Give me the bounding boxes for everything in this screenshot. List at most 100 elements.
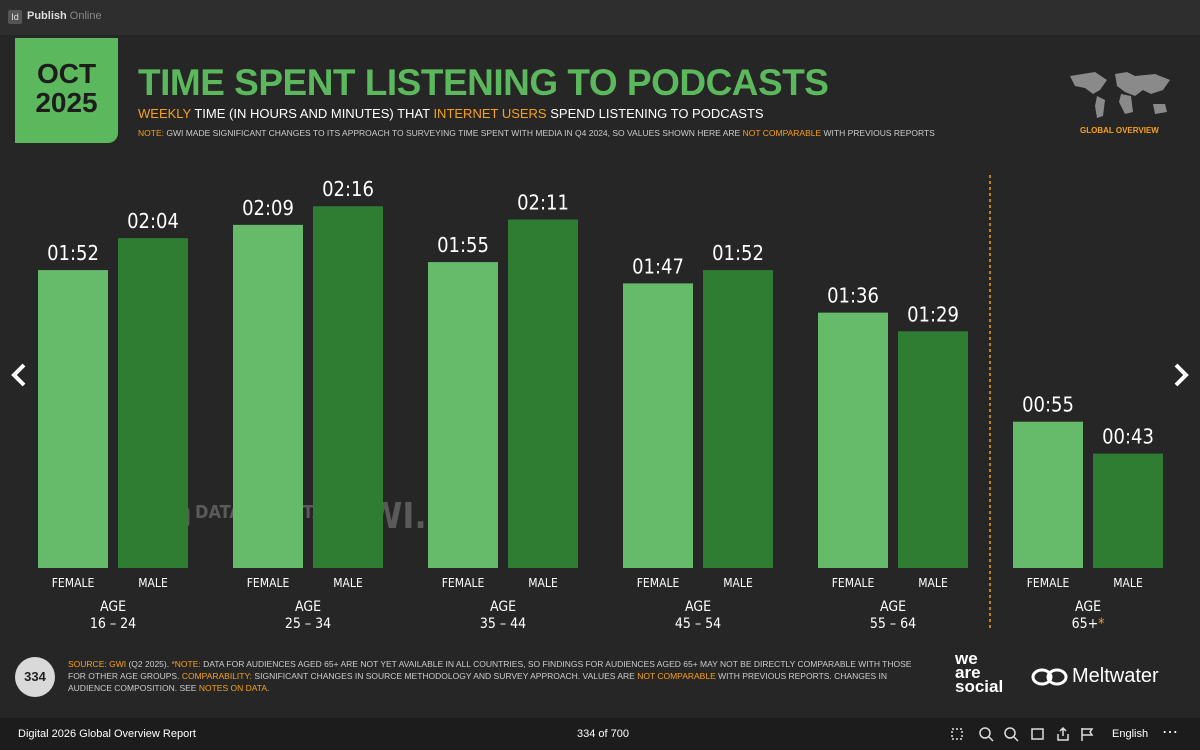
slide-subtitle: WEEKLY TIME (IN HOURS AND MINUTES) THAT … [138, 106, 764, 121]
bar [38, 270, 108, 568]
toolbar-icons[interactable] [950, 726, 1110, 742]
series-label: MALE [528, 576, 558, 590]
slide-note: NOTE: GWI MADE SIGNIFICANT CHANGES TO IT… [138, 128, 935, 138]
app-title[interactable]: Publish Online [27, 10, 102, 22]
logo-line: are [955, 663, 981, 682]
date-badge: OCT 2025 [15, 38, 118, 143]
bar [1013, 421, 1083, 568]
series-label: MALE [138, 576, 168, 590]
value-label: 00:43 [1102, 425, 1154, 449]
text-segment: SPEND LISTENING TO PODCASTS [546, 106, 764, 121]
language[interactable]: English [1112, 728, 1149, 740]
next-arrow[interactable] [1168, 362, 1192, 388]
text-segment: NOT COMPARABLE [637, 671, 716, 681]
category-name: 16 – 24 [90, 616, 136, 632]
text-segment: NOTES ON DATA [198, 683, 267, 693]
text-segment: SIGNIFICANT CHANGES IN SOURCE METHODOLOG… [252, 671, 638, 681]
bar [1093, 453, 1163, 568]
text-segment: . [267, 683, 270, 693]
value-label: 01:47 [632, 254, 684, 278]
category-label: 45 – 54 [675, 616, 721, 632]
category-label: 35 – 44 [480, 616, 526, 632]
category-name: 25 – 34 [285, 616, 331, 632]
value-label: 01:52 [47, 241, 99, 265]
series-label: FEMALE [1027, 576, 1070, 590]
text-segment: COMPARABILITY: [181, 671, 253, 681]
category-prefix: AGE [685, 599, 711, 615]
bar [508, 219, 578, 569]
category-prefix: AGE [1075, 599, 1101, 615]
world-map [1070, 72, 1170, 118]
bottom-bar: Digital 2026 Global Overview Report 334 … [0, 718, 1200, 750]
category-name: 55 – 64 [870, 616, 916, 632]
value-label: 00:55 [1022, 393, 1074, 417]
meltwater-icon [1031, 668, 1068, 686]
chart: DATAREPORTAL GWI. 01:52FEMALE02:04MALEAG… [38, 175, 1163, 632]
bar [623, 283, 693, 568]
text-segment: TIME (IN HOURS AND MINUTES) THAT [190, 106, 434, 121]
page-number: 334 [15, 657, 55, 697]
app-subtitle: Online [69, 10, 102, 22]
bar [428, 262, 498, 568]
series-label: FEMALE [247, 576, 290, 590]
bar [703, 270, 773, 568]
category-label: 65+* [1072, 616, 1105, 632]
pager: 334 of 700 [577, 728, 629, 740]
text-segment: *NOTE: [171, 659, 201, 669]
series-label: MALE [918, 576, 948, 590]
badge-year: 2025 [35, 87, 98, 118]
value-label: 01:36 [827, 284, 879, 308]
prev-arrow[interactable] [8, 362, 32, 388]
app-badge: Id [8, 10, 22, 24]
category-name: 35 – 44 [480, 616, 526, 632]
series-label: FEMALE [442, 576, 485, 590]
value-label: 02:09 [242, 196, 294, 220]
category-name: 65+ [1072, 616, 1099, 632]
value-label: 01:29 [907, 302, 959, 326]
text-segment: DATA FOR AUDIENCES AGED 65+ ARE NOT YET … [68, 659, 912, 681]
meltwater-logo: Meltwater [1072, 665, 1159, 687]
text-segment: WITH PREVIOUS REPORTS [821, 128, 935, 138]
bar [898, 331, 968, 568]
value-label: 02:11 [517, 191, 569, 215]
text-segment: GWI MADE SIGNIFICANT CHANGES TO ITS APPR… [163, 128, 743, 138]
text-segment: INTERNET USERS [433, 106, 547, 121]
text-segment: WITH PREVIOUS REPORTS. CHANGES IN AUDIEN… [68, 671, 888, 693]
series-label: MALE [333, 576, 363, 590]
category-name: 45 – 54 [675, 616, 721, 632]
bar [118, 238, 188, 568]
wearesocial-logo: we are social [955, 649, 1004, 696]
logo-line: we [955, 649, 978, 668]
more-menu[interactable]: ⋯ [1162, 724, 1178, 741]
text-segment: NOTE: [138, 128, 164, 138]
map-label: GLOBAL OVERVIEW [1080, 126, 1159, 135]
text-segment: WEEKLY [138, 106, 191, 121]
bar [313, 206, 383, 569]
category-prefix: AGE [880, 599, 906, 615]
text-segment: (Q2 2025). [126, 659, 172, 669]
series-label: MALE [723, 576, 753, 590]
slide-title: TIME SPENT LISTENING TO PODCASTS [138, 62, 829, 103]
bar [233, 224, 303, 569]
text-segment: GWI [106, 659, 127, 669]
category-label: 25 – 34 [285, 616, 331, 632]
category-prefix: AGE [490, 599, 516, 615]
report-name: Digital 2026 Global Overview Report [18, 728, 196, 740]
category-label: 55 – 64 [870, 616, 916, 632]
series-label: FEMALE [637, 576, 680, 590]
category-prefix: AGE [100, 599, 126, 615]
text-segment: NOT COMPARABLE [742, 128, 822, 138]
app-name: Publish [27, 10, 67, 22]
text-segment: SOURCE: [68, 659, 107, 669]
category-label: 16 – 24 [90, 616, 136, 632]
source-note: SOURCE: GWI (Q2 2025). *NOTE: DATA FOR A… [68, 658, 928, 694]
series-label: MALE [1113, 576, 1143, 590]
value-label: 02:16 [322, 177, 374, 201]
app-bar: Id Publish Online [0, 0, 1200, 35]
footnote-marker: * [1098, 616, 1104, 632]
value-label: 02:04 [127, 209, 179, 233]
category-prefix: AGE [295, 599, 321, 615]
logo-line: social [955, 677, 1004, 696]
value-label: 01:55 [437, 233, 489, 257]
